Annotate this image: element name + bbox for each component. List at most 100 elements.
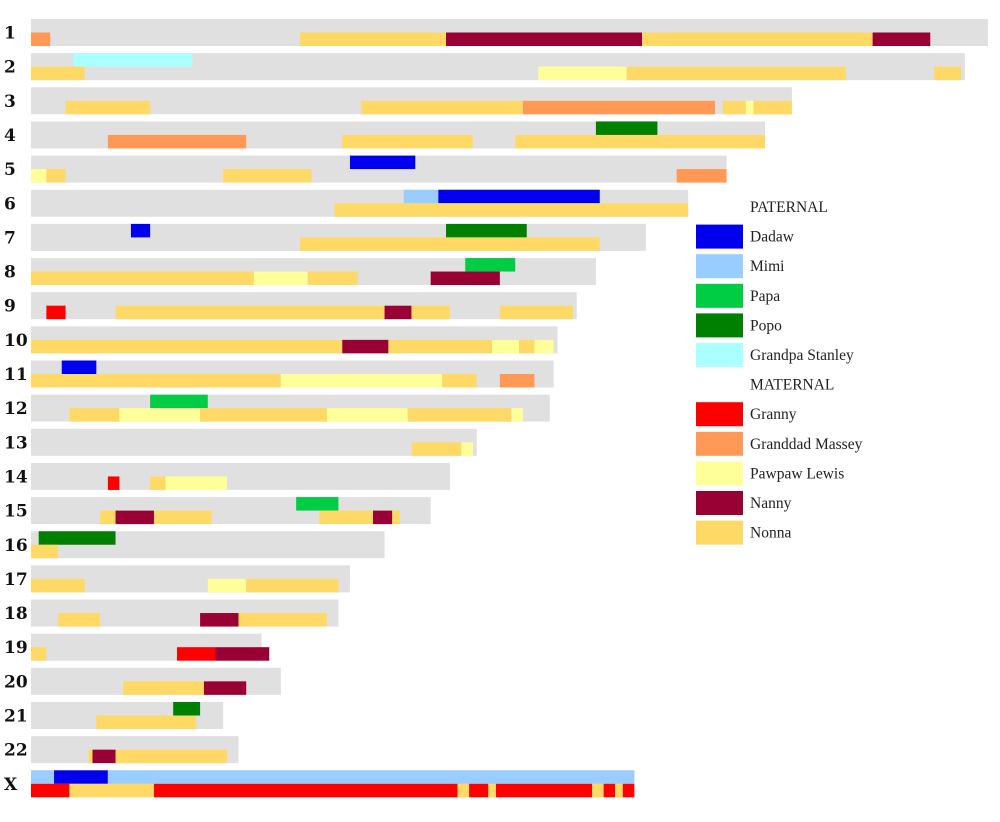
chromosome-10: 10 bbox=[4, 326, 558, 354]
maternal-segment-pawpaw-lewis bbox=[280, 374, 443, 388]
maternal-segment-nonna bbox=[411, 442, 462, 456]
chromosome-19: 19 bbox=[4, 633, 270, 661]
maternal-segment-nanny bbox=[92, 749, 116, 764]
maternal-segment-granny bbox=[603, 783, 616, 798]
maternal-segment-nonna bbox=[457, 783, 470, 798]
maternal-segment-nanny bbox=[430, 271, 500, 286]
maternal-segment-nonna bbox=[65, 100, 151, 115]
chromosome-16: 16 bbox=[4, 531, 385, 559]
maternal-segment-granny bbox=[107, 476, 120, 490]
legend-label: Nanny bbox=[750, 495, 792, 512]
maternal-segment-granddad-massey bbox=[676, 169, 727, 183]
maternal-segment-nonna bbox=[499, 305, 573, 320]
legend-swatch bbox=[696, 224, 743, 249]
maternal-segment-nonna bbox=[388, 339, 493, 354]
maternal-segment-nonna bbox=[722, 100, 746, 115]
legend-swatch bbox=[696, 283, 743, 308]
maternal-segment-nonna bbox=[300, 32, 447, 46]
maternal-segment-granny bbox=[46, 305, 66, 320]
maternal-segment-nonna bbox=[361, 100, 523, 115]
maternal-segment-nonna bbox=[407, 408, 512, 422]
maternal-segment-nonna bbox=[246, 578, 339, 593]
maternal-segment-nonna bbox=[123, 681, 204, 695]
legend-item-pawpaw-lewis: Pawpaw Lewis bbox=[696, 461, 844, 486]
maternal-segment-nonna bbox=[31, 647, 47, 661]
chromosome-8: 8 bbox=[4, 258, 596, 286]
chromosome-4: 4 bbox=[4, 121, 766, 149]
chromosome-label: 4 bbox=[4, 126, 16, 146]
maternal-segment-nonna bbox=[150, 476, 166, 490]
maternal-segment-pawpaw-lewis bbox=[31, 169, 47, 183]
legend-label: Pawpaw Lewis bbox=[750, 465, 844, 482]
chromosome-15: 15 bbox=[4, 497, 431, 525]
legend-label: Mimi bbox=[750, 258, 785, 275]
chromosome-label: 8 bbox=[4, 263, 16, 283]
legend-group-title: PATERNAL bbox=[750, 199, 828, 216]
legend-swatch bbox=[696, 461, 743, 486]
legend-item-dadaw: Dadaw bbox=[696, 224, 795, 249]
legend-swatch bbox=[696, 343, 743, 367]
chromosome-label: 3 bbox=[4, 92, 16, 112]
maternal-segment-nonna bbox=[592, 783, 604, 798]
chromosome-21: 21 bbox=[4, 702, 224, 729]
chromosome-x: X bbox=[4, 770, 635, 798]
maternal-segment-nonna bbox=[488, 783, 497, 798]
chromosome-12: 12 bbox=[4, 394, 550, 422]
maternal-segment-nonna bbox=[153, 510, 212, 525]
chromosome-14: 14 bbox=[4, 462, 450, 490]
maternal-segment-nonna bbox=[307, 271, 358, 286]
chromosome-label: 7 bbox=[4, 228, 16, 248]
maternal-segment-pawpaw-lewis bbox=[492, 339, 520, 354]
paternal-segment-dadaw bbox=[54, 770, 108, 784]
maternal-segment-granny bbox=[496, 783, 593, 798]
maternal-segment-nonna bbox=[515, 134, 766, 149]
maternal-segment-nonna bbox=[88, 749, 93, 764]
legend-swatch bbox=[696, 254, 743, 279]
maternal-segment-nanny bbox=[342, 339, 389, 354]
legend-swatch bbox=[696, 520, 743, 545]
chromosome-label: 9 bbox=[4, 297, 16, 317]
legend-group-title: MATERNAL bbox=[750, 377, 834, 394]
maternal-segment-nanny bbox=[373, 510, 393, 525]
maternal-segment-nonna bbox=[519, 339, 535, 354]
paternal-segment-dadaw bbox=[130, 223, 151, 238]
maternal-segment-pawpaw-lewis bbox=[253, 271, 308, 286]
chromosome-label: 12 bbox=[4, 399, 28, 419]
paternal-segment-papa bbox=[150, 394, 208, 409]
chromosome-11: 11 bbox=[4, 360, 554, 388]
chromosome-2: 2 bbox=[4, 53, 965, 81]
paternal-segment-popo bbox=[595, 121, 658, 135]
legend-item-nanny: Nanny bbox=[696, 491, 792, 515]
maternal-segment-nonna bbox=[31, 578, 85, 593]
paternal-segment-mimi bbox=[107, 770, 635, 784]
maternal-segment-nonna bbox=[31, 374, 281, 388]
chromosome-17: 17 bbox=[4, 565, 350, 593]
maternal-segment-nonna bbox=[934, 66, 962, 81]
maternal-segment-nonna bbox=[300, 237, 600, 251]
chromosome-label: 18 bbox=[4, 604, 28, 624]
chromosome-7: 7 bbox=[4, 223, 646, 251]
chromosome-label: 21 bbox=[4, 707, 28, 727]
maternal-segment-nonna bbox=[411, 305, 450, 320]
maternal-segment-nonna bbox=[31, 66, 85, 81]
maternal-segment-pawpaw-lewis bbox=[538, 66, 627, 81]
chromosome-label: 2 bbox=[4, 58, 16, 78]
maternal-segment-nonna bbox=[319, 510, 374, 525]
paternal-segment-popo bbox=[38, 531, 116, 545]
legend-label: Granny bbox=[750, 406, 797, 423]
maternal-segment-granny bbox=[622, 783, 635, 798]
maternal-segment-nonna bbox=[100, 510, 116, 525]
chromosome-label: 6 bbox=[4, 194, 16, 214]
maternal-segment-nonna bbox=[69, 783, 154, 798]
chromosome-label: 20 bbox=[4, 672, 28, 692]
maternal-segment-granddad-massey bbox=[522, 100, 716, 115]
maternal-segment-nonna bbox=[96, 715, 197, 729]
paternal-segment-dadaw bbox=[349, 155, 416, 170]
legend-item-nonna: Nonna bbox=[696, 520, 791, 545]
legend-swatch bbox=[696, 431, 743, 456]
chromosome-5: 5 bbox=[4, 155, 727, 183]
maternal-segment-nonna bbox=[46, 169, 66, 183]
chromosome-label: X bbox=[4, 775, 18, 795]
